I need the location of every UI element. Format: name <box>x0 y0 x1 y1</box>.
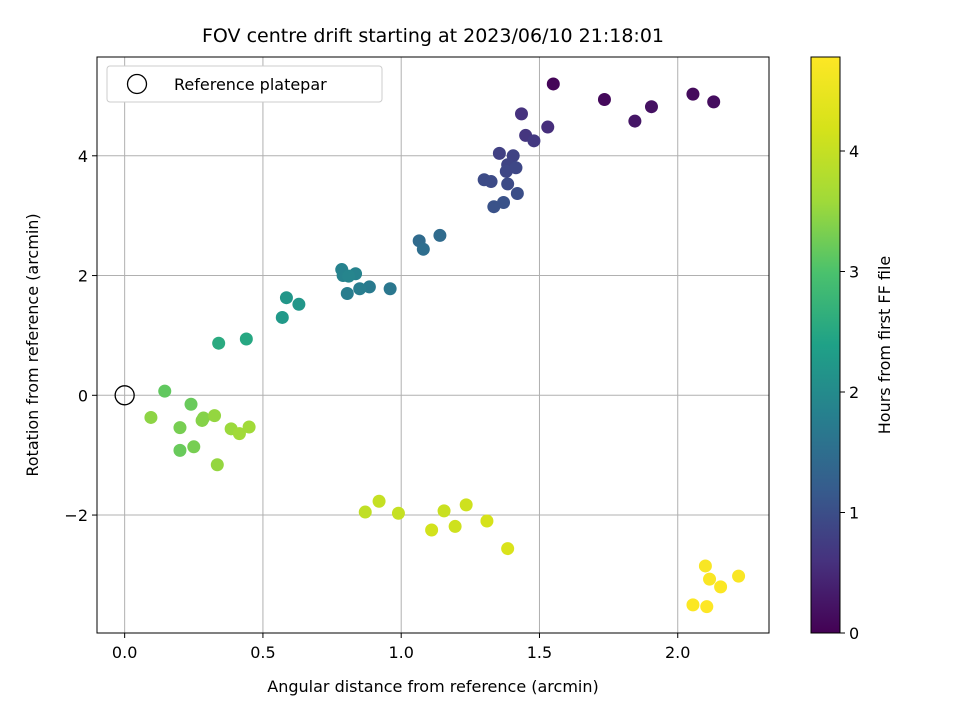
data-point <box>242 420 256 434</box>
data-point <box>686 87 700 101</box>
data-point <box>480 514 494 528</box>
data-point <box>703 572 717 586</box>
data-point <box>644 100 658 114</box>
data-point <box>437 504 451 518</box>
data-point <box>700 600 714 614</box>
data-point <box>239 332 253 346</box>
legend: Reference platepar <box>106 65 383 103</box>
data-point <box>597 93 611 107</box>
colorbar-label: Hours from first FF file <box>875 256 894 435</box>
grid-lines <box>97 57 769 633</box>
data-point <box>509 161 523 175</box>
x-tick-label: 2.0 <box>665 643 690 662</box>
data-point <box>342 269 356 283</box>
y-tick-label: −2 <box>64 506 88 525</box>
y-axis-label: Rotation from reference (arcmin) <box>23 213 42 476</box>
data-point <box>275 310 289 324</box>
y-tick-label: 4 <box>78 147 88 166</box>
data-point <box>144 410 158 424</box>
colorbar: 0 1 2 3 4 Hours from first FF file <box>810 56 894 643</box>
data-point <box>707 95 721 109</box>
data-point <box>501 177 515 191</box>
data-point <box>187 440 201 454</box>
y-tick-label: 2 <box>78 267 88 286</box>
x-tick-label: 1.5 <box>527 643 552 662</box>
x-tick-label: 1.0 <box>388 643 413 662</box>
data-point <box>353 282 367 296</box>
colorbar-ticks: 0 1 2 3 4 <box>840 142 859 643</box>
data-point <box>510 187 524 201</box>
reference-marker-layer <box>114 385 135 406</box>
data-point <box>425 523 439 537</box>
data-point <box>372 494 386 508</box>
data-point <box>714 580 728 594</box>
x-tick-label: 0.0 <box>112 643 137 662</box>
y-axis-ticks: −2 0 2 4 <box>64 147 97 525</box>
data-point <box>546 77 560 91</box>
data-point <box>698 559 712 573</box>
data-point <box>501 542 515 556</box>
x-axis-ticks: 0.0 0.5 1.0 1.5 2.0 <box>112 633 690 662</box>
data-point <box>391 506 405 520</box>
data-point <box>527 134 541 148</box>
chart-title: FOV centre drift starting at 2023/06/10 … <box>202 25 664 47</box>
data-point <box>492 146 506 160</box>
data-points <box>144 77 746 614</box>
data-point <box>628 114 642 128</box>
legend-label-reference: Reference platepar <box>174 75 327 94</box>
plot-frame <box>96 56 770 634</box>
colorbar-tick-label: 3 <box>849 262 859 281</box>
data-point <box>340 287 354 301</box>
data-point <box>433 228 447 242</box>
colorbar-tick-label: 1 <box>849 503 859 522</box>
data-point <box>195 413 209 427</box>
reference-platepar-marker <box>114 385 135 406</box>
plot-area: 0.0 0.5 1.0 1.5 2.0 −2 0 2 4 <box>64 56 770 662</box>
colorbar-tick-label: 4 <box>849 142 859 161</box>
data-point <box>212 336 226 350</box>
data-point <box>158 384 172 398</box>
data-point <box>173 421 187 435</box>
data-point <box>686 598 700 612</box>
data-point <box>487 200 501 214</box>
data-point <box>541 120 555 134</box>
data-point <box>292 297 306 311</box>
data-point <box>362 280 376 294</box>
y-tick-label: 0 <box>78 386 88 405</box>
data-point <box>383 282 397 296</box>
legend-box <box>106 65 383 103</box>
data-point <box>208 409 222 423</box>
data-point <box>484 175 498 189</box>
data-point <box>416 242 430 256</box>
colorbar-tick-label: 0 <box>849 624 859 643</box>
x-tick-label: 0.5 <box>250 643 275 662</box>
data-point <box>448 519 462 533</box>
x-axis-label: Angular distance from reference (arcmin) <box>267 677 598 696</box>
data-point <box>358 505 372 519</box>
data-point <box>514 107 528 121</box>
data-point <box>210 458 224 472</box>
legend-reference-marker <box>126 73 148 95</box>
data-point <box>184 397 198 411</box>
colorbar-tick-label: 2 <box>849 383 859 402</box>
colorbar-gradient <box>810 56 841 634</box>
data-point <box>232 427 246 441</box>
data-point <box>173 443 187 457</box>
data-point <box>732 569 746 583</box>
data-point <box>279 291 293 305</box>
data-point <box>459 498 473 512</box>
